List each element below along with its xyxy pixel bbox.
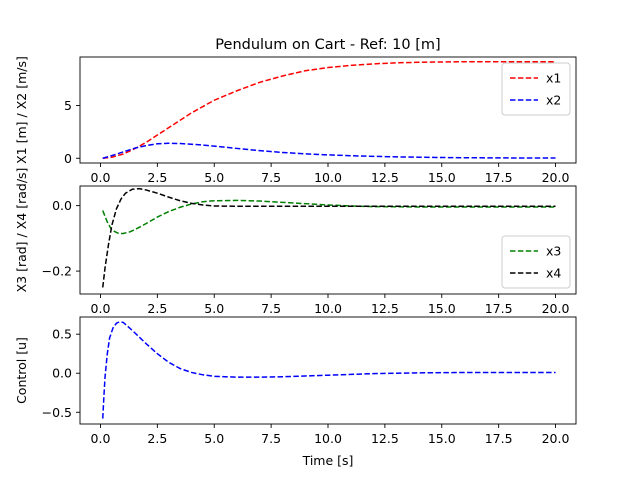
series-line-x4 <box>102 187 556 288</box>
x-tick-label: 10.0 <box>314 170 342 185</box>
y-tick-label: 0.0 <box>52 366 72 381</box>
x-tick-label: 12.5 <box>371 170 399 185</box>
subplots: 0.0 2.5 5.0 7.5 10.0 12.5 15.0 17.5 20.0 0 5 X1 [m]… <box>14 37 577 468</box>
x-tick-label: 7.5 <box>261 431 281 446</box>
y-tick-label: 0 <box>64 151 72 166</box>
series-line-series-1 <box>102 320 556 419</box>
x-tick-label: 15.0 <box>428 301 456 316</box>
x-tick-label: 2.5 <box>147 431 167 446</box>
x-tick-label: 7.5 <box>261 301 281 316</box>
x-tick-label: 5.0 <box>204 431 224 446</box>
x-tick-label: 17.5 <box>485 301 513 316</box>
series-line-x3 <box>102 199 556 235</box>
x-tick-label: 7.5 <box>261 170 281 185</box>
x-tick-label: 2.5 <box>147 301 167 316</box>
legend-label-x4: x4 <box>546 266 561 281</box>
y-tick-label: 0.5 <box>52 327 72 342</box>
y-axis-label: X1 [m] / X2 [m/s] <box>14 56 29 164</box>
x-tick-label: 10.0 <box>314 431 342 446</box>
x-tick-label: 0.0 <box>91 431 111 446</box>
y-axis-label: Control [u] <box>14 337 29 404</box>
x-tick-label: 0.0 <box>91 301 111 316</box>
x-tick-label: 2.5 <box>147 170 167 185</box>
legend-box <box>501 62 571 116</box>
x-tick-label: 12.5 <box>371 301 399 316</box>
x-tick-label: 5.0 <box>204 301 224 316</box>
legend-label-x3: x3 <box>546 244 561 259</box>
subplot-1: 0.0 2.5 5.0 7.5 10.0 12.5 15.0 17.5 20.0 0 5 X1 [m]… <box>14 37 577 185</box>
subplot-3: 0.0 2.5 5.0 7.5 10.0 12.5 15.0 17.5 20.0 0.5 0.0 −0… <box>14 316 577 468</box>
subplot-2: 0.0 2.5 5.0 7.5 10.0 12.5 15.0 17.5 20.0 0.0 −0.2 X… <box>14 168 577 316</box>
legend-box <box>501 235 571 289</box>
legend-label-x1: x1 <box>546 71 561 86</box>
x-tick-label: 15.0 <box>428 170 456 185</box>
y-axis-label: X3 [rad] / X4 [rad/s] <box>14 168 29 293</box>
x-tick-label: 12.5 <box>371 431 399 446</box>
x-tick-label: 15.0 <box>428 431 456 446</box>
chart-title: Pendulum on Cart - Ref: 10 [m] <box>215 37 440 53</box>
x-tick-label: 20.0 <box>542 431 570 446</box>
x-tick-label: 10.0 <box>314 301 342 316</box>
y-tick-label: 0.0 <box>52 198 72 213</box>
x-tick-label: 17.5 <box>485 431 513 446</box>
x-axis-label: Time [s] <box>302 453 354 468</box>
x-tick-label: 5.0 <box>204 170 224 185</box>
legend-label-x2: x2 <box>546 93 561 108</box>
x-tick-label: 20.0 <box>542 301 570 316</box>
series-line-x2 <box>102 142 556 159</box>
y-tick-label: 5 <box>64 98 72 113</box>
x-tick-label: 17.5 <box>485 170 513 185</box>
x-tick-label: 20.0 <box>542 170 570 185</box>
series-line-x1 <box>102 61 556 159</box>
y-tick-label: −0.2 <box>42 264 72 279</box>
x-tick-label: 0.0 <box>91 170 111 185</box>
y-tick-label: −0.5 <box>42 405 72 420</box>
